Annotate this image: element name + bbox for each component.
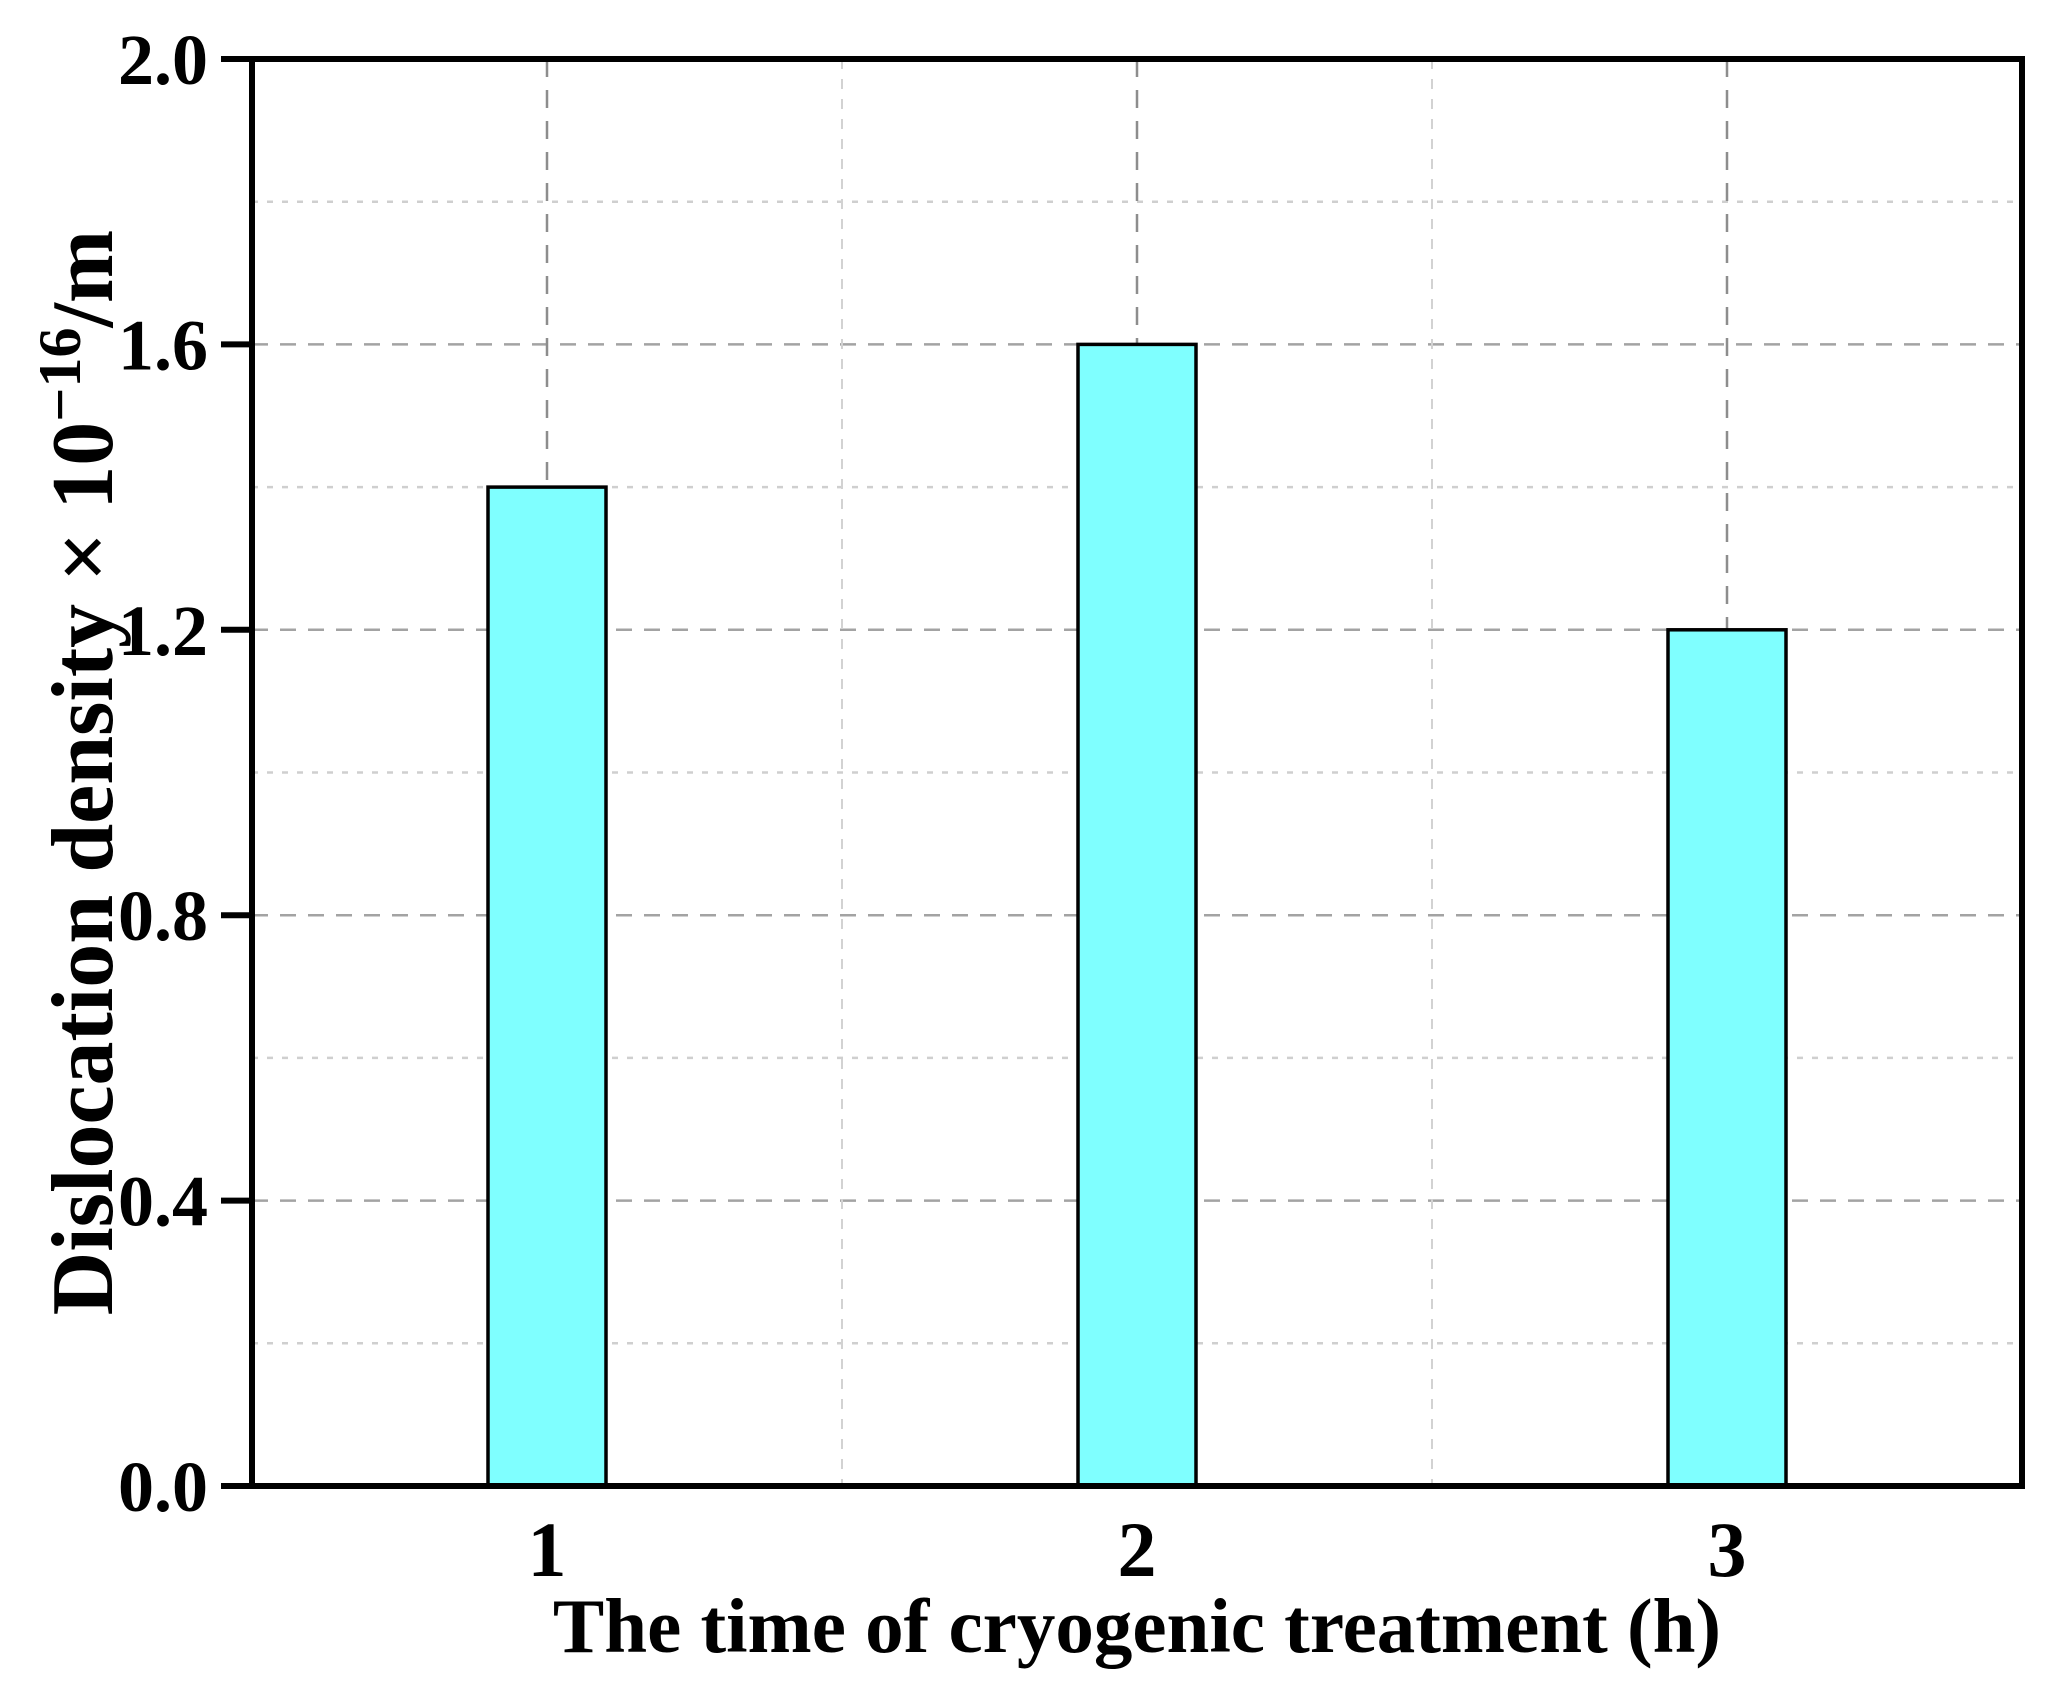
plot-frame: [249, 56, 2025, 1489]
bar-1: [486, 485, 608, 1488]
x-tick-label: 2: [1118, 1506, 1157, 1593]
y-tick-label: 0.8: [118, 876, 208, 956]
y-tick-label: 1.6: [118, 305, 208, 385]
x-tick-label: 1: [528, 1506, 567, 1593]
bar-2: [1076, 342, 1198, 1488]
y-axis-title: Dislocation density × 10−16/m: [27, 230, 132, 1316]
x-tick-label: 3: [1708, 1506, 1747, 1593]
y-tick-label: 2.0: [118, 20, 208, 100]
y-tick-label: 1.2: [118, 591, 208, 671]
x-axis-title: The time of cryogenic treatment (h): [553, 1583, 1721, 1669]
y-tick-label: 0.0: [118, 1447, 208, 1527]
y-axis-title-base: Dislocation density × 10: [35, 422, 132, 1316]
bar-3: [1666, 628, 1788, 1488]
y-tick-label: 0.4: [118, 1162, 208, 1242]
y-axis-title-unit: /m: [35, 230, 132, 329]
y-axis-title-superscript: −16: [27, 328, 93, 422]
